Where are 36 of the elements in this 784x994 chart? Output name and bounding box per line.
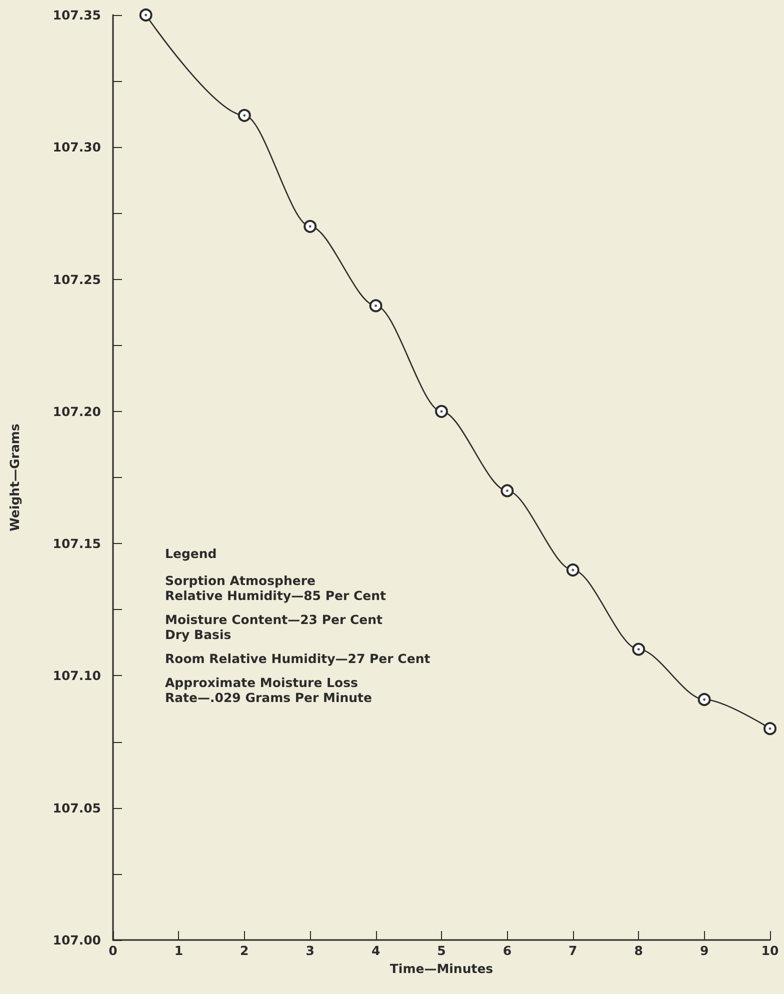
x-tick-label: 2: [240, 943, 249, 958]
x-tick-label: 1: [174, 943, 184, 958]
point: [238, 108, 251, 122]
y-tick-label: 107.20: [52, 404, 102, 419]
y-tick-label: 107.05: [52, 800, 101, 816]
y-tick-label: 107.00: [52, 932, 102, 948]
point: [698, 693, 711, 706]
x-tick-label: 0: [108, 943, 118, 958]
y-tick-label: 107.25: [52, 272, 101, 287]
point: [764, 722, 776, 736]
point: [566, 564, 580, 576]
point: [435, 404, 448, 418]
y-tick-label: 107.35: [52, 8, 101, 22]
y-tick-label: 107.15: [52, 536, 101, 552]
annotation: Approximate Moisture Loss Rate—.029 Grams Per Minute: [165, 675, 372, 705]
x-axis-title: Time—Minutes: [390, 961, 494, 976]
annotation: Room Relative Humidity—27 Per Cent: [165, 651, 430, 666]
x-tick-label: 5: [437, 943, 446, 958]
point: [304, 220, 317, 233]
x-tick-label: 9: [700, 943, 709, 958]
point: [632, 642, 646, 656]
x-tick-label: 4: [371, 943, 380, 958]
point: [139, 8, 152, 22]
point: [500, 484, 514, 498]
point: [369, 299, 382, 312]
annotation: Moisture Content—23 Per Cent Dry Basis: [165, 612, 383, 642]
y-tick-label: 107.30: [52, 140, 102, 155]
x-tick-label: 7: [568, 943, 578, 958]
y-axis-title: Weight—Grams: [7, 424, 22, 532]
annotation: Sorption Atmosphere Relative Humidity—85 Per Cent: [165, 573, 386, 603]
x-tick-label: 10: [761, 943, 779, 958]
y-tick-label: 107.10: [52, 668, 102, 684]
x-tick-label: 8: [634, 943, 643, 958]
x-tick-label: 6: [502, 943, 512, 958]
x-tick-label: 3: [306, 943, 314, 958]
annotation: Legend: [165, 546, 217, 561]
